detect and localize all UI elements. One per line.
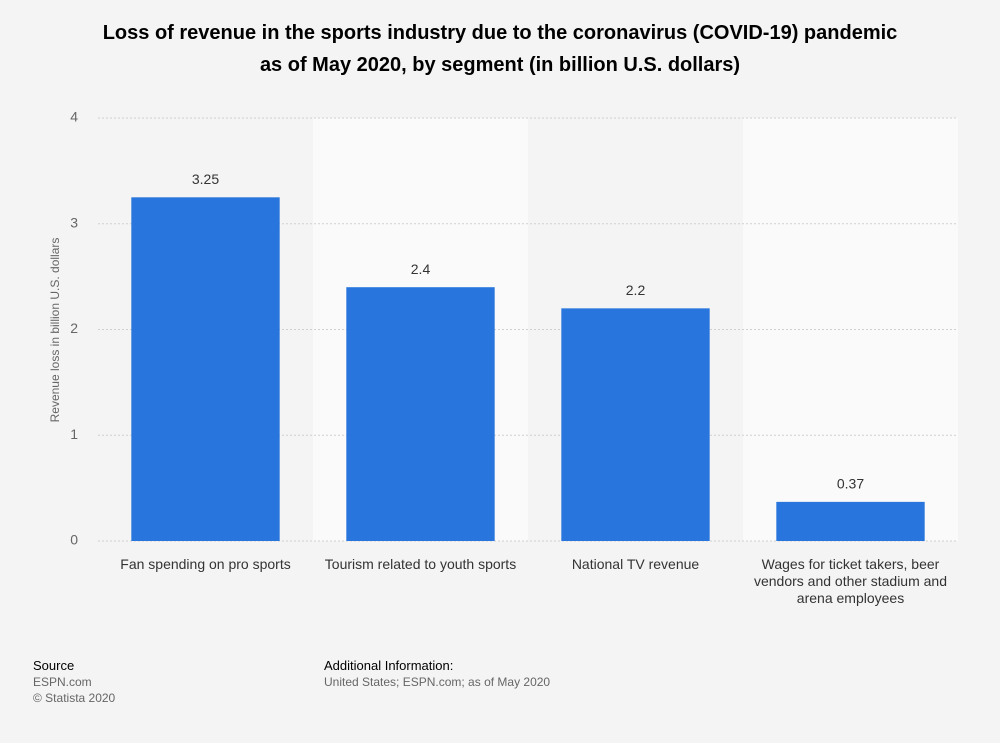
copyright: © Statista 2020 [33,691,116,705]
y-tick-label: 0 [70,532,78,548]
source-title: Source [33,658,75,673]
bar [131,197,280,541]
data-label: 3.25 [192,171,219,187]
chart-title: Loss of revenue in the sports industry d… [102,22,898,44]
source-block: Source ESPN.com © Statista 2020 [33,658,115,706]
x-tick-label: National TV revenue [571,556,700,572]
data-label: 2.4 [411,261,431,277]
y-tick-label: 1 [70,426,78,442]
x-tick-label: Wages for ticket takers, beer vendors an… [753,556,947,606]
bar [776,501,925,541]
data-label: 0.37 [837,476,864,492]
y-tick-label: 2 [70,320,78,336]
info: United States; ESPN.com; as of May 2020 [324,675,551,689]
source: ESPN.com [33,675,92,689]
data-label: 2.2 [626,282,646,298]
x-tick-label: Fan spending on pro sports [120,556,291,572]
info-title: Additional Information: [324,658,454,673]
y-tick-label: 3 [70,214,78,230]
chart-title: as of May 2020, by segment (in billion U… [259,54,741,76]
bar [561,308,710,541]
x-tick-label: Tourism related to youth sports [324,556,517,572]
y-axis-label: Revenue loss in billion U.S. dollars [48,238,62,423]
y-tick-label: 4 [70,109,78,125]
bar [346,287,495,541]
info-block: Additional Information: United States; E… [324,658,550,690]
